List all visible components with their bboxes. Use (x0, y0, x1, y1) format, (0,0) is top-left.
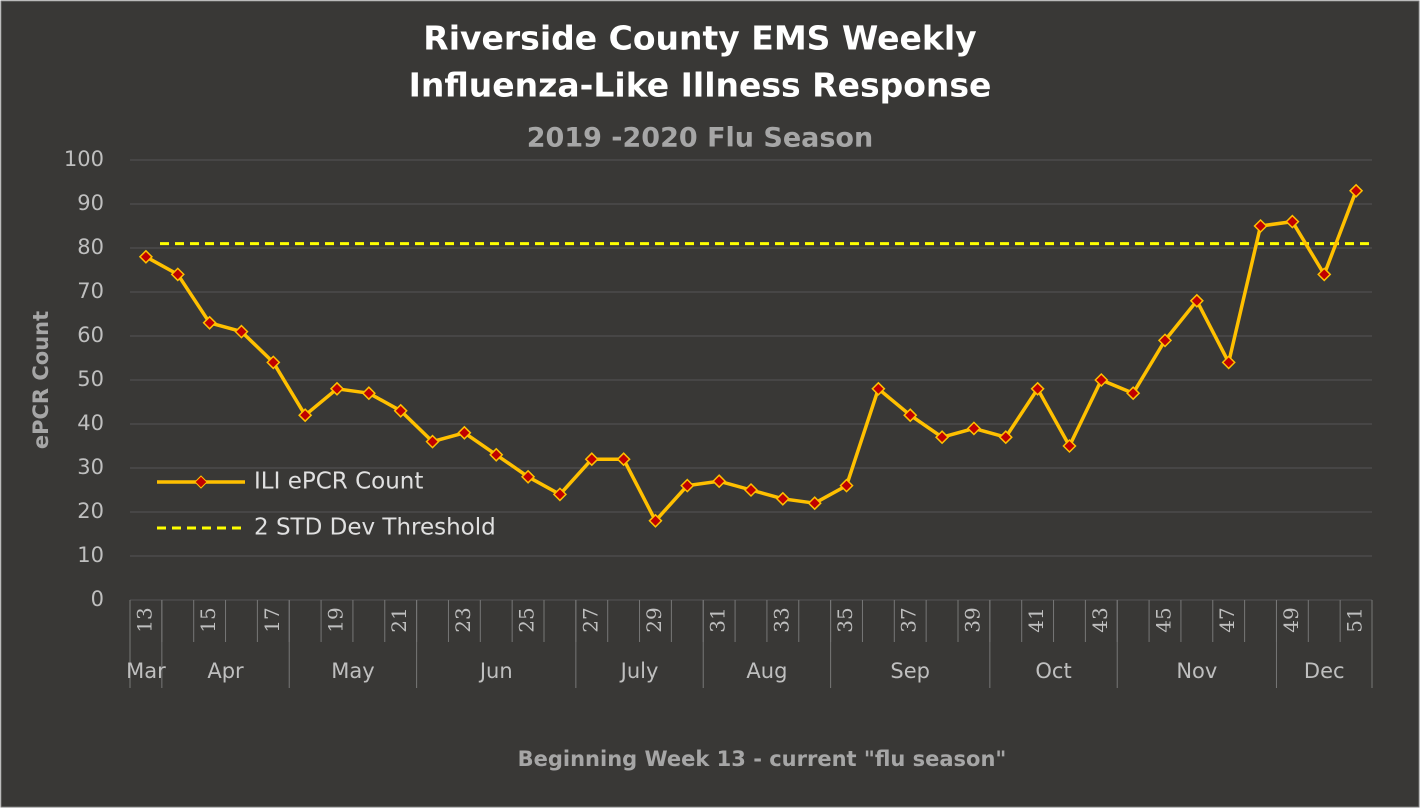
data-point (998, 430, 1013, 445)
data-point (807, 496, 822, 511)
data-point (457, 425, 472, 440)
data-point (1030, 381, 1045, 396)
data-point (966, 421, 981, 436)
data-point (1189, 293, 1204, 308)
x-tick-label: 47 (1215, 607, 1239, 632)
data-point (935, 430, 950, 445)
month-label: May (331, 659, 374, 683)
data-point (1157, 333, 1173, 348)
month-label: Apr (207, 659, 244, 683)
data-point (489, 447, 504, 462)
data-point (298, 408, 313, 423)
data-point (266, 355, 281, 370)
y-tick-label: 90 (77, 191, 104, 215)
y-tick-label: 80 (77, 235, 104, 259)
data-point (871, 381, 886, 396)
y-tick-label: 50 (77, 367, 104, 391)
data-point (1317, 267, 1332, 282)
chart-title: Riverside County EMS Weekly (423, 19, 976, 58)
x-tick-label: 21 (387, 607, 411, 632)
legend-label: 2 STD Dev Threshold (254, 515, 496, 541)
data-point (393, 403, 408, 418)
x-tick-label: 51 (1343, 607, 1367, 632)
data-point (1062, 438, 1077, 454)
y-tick-label: 100 (64, 147, 104, 171)
data-point (616, 452, 631, 467)
x-tick-label: 37 (897, 607, 921, 632)
month-label: July (619, 659, 659, 683)
data-point (234, 324, 249, 339)
data-point (743, 482, 759, 498)
data-point (1094, 372, 1109, 388)
y-tick-label: 10 (77, 543, 104, 567)
y-tick-label: 20 (77, 499, 104, 523)
legend-label: ILI ePCR Count (254, 469, 423, 495)
data-point (584, 452, 599, 467)
data-point (648, 513, 663, 528)
data-point (170, 267, 185, 282)
x-tick-label: 33 (769, 607, 793, 632)
data-point (1221, 355, 1236, 370)
x-tick-label: 35 (833, 607, 857, 632)
x-tick-label: 15 (196, 607, 220, 632)
data-point (1349, 183, 1364, 198)
x-tick-label: 19 (324, 607, 348, 632)
data-point (1285, 214, 1300, 229)
legend-marker (194, 475, 208, 489)
month-label: Sep (890, 659, 930, 683)
y-tick-label: 60 (77, 323, 104, 347)
x-tick-label: 23 (451, 607, 475, 632)
x-tick-label: 27 (578, 607, 602, 632)
x-tick-label: 13 (132, 607, 156, 632)
y-tick-label: 70 (77, 279, 104, 303)
data-point (202, 315, 217, 330)
chart-title: Influenza-Like Illness Response (409, 66, 992, 105)
x-tick-label: 25 (515, 607, 539, 632)
data-point (680, 478, 695, 493)
data-point (1253, 218, 1268, 234)
chart-subtitle: 2019 -2020 Flu Season (527, 123, 873, 154)
x-tick-label: 17 (260, 607, 284, 632)
x-axis-title: Beginning Week 13 - current "flu season" (518, 747, 1007, 771)
data-point (903, 408, 918, 423)
x-tick-label: 41 (1024, 607, 1048, 632)
month-label: Nov (1176, 659, 1217, 683)
y-axis-title: ePCR Count (29, 311, 53, 449)
data-point (425, 434, 440, 449)
month-label: Dec (1304, 659, 1345, 683)
y-tick-label: 30 (77, 455, 104, 479)
x-tick-label: 31 (706, 607, 730, 632)
x-tick-label: 39 (960, 607, 984, 632)
month-label: Oct (1035, 659, 1071, 683)
data-point (329, 381, 345, 396)
y-tick-label: 0 (91, 587, 104, 611)
month-label: Mar (126, 659, 166, 683)
data-point (839, 478, 854, 493)
data-point (1126, 386, 1141, 401)
data-point (552, 487, 567, 502)
data-point (712, 474, 727, 489)
data-point (775, 491, 790, 506)
x-tick-label: 43 (1088, 607, 1112, 632)
x-tick-label: 49 (1279, 607, 1303, 632)
data-point (521, 469, 536, 484)
y-tick-label: 40 (77, 411, 104, 435)
data-point (361, 386, 376, 401)
month-label: Aug (746, 659, 787, 683)
data-point (138, 249, 153, 264)
x-tick-label: 29 (642, 607, 666, 632)
x-tick-label: 45 (1152, 607, 1176, 632)
month-label: Jun (478, 659, 513, 683)
